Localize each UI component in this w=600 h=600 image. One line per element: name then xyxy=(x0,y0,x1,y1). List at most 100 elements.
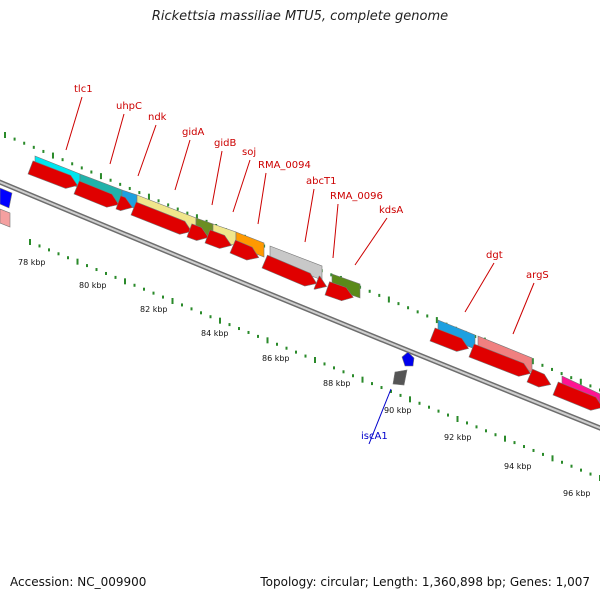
scale-label: 92 kbp xyxy=(444,433,472,442)
inner-tick xyxy=(570,464,573,468)
outer-tick xyxy=(157,199,160,203)
inner-tick xyxy=(551,455,554,462)
outer-tick xyxy=(416,310,419,314)
inner-tick xyxy=(580,468,582,472)
outer-tick xyxy=(560,372,563,376)
inner-tick xyxy=(285,346,288,350)
feature-left-blue xyxy=(0,187,13,209)
inner-tick xyxy=(371,382,373,386)
feature-iscA1-grey xyxy=(392,369,408,386)
inner-tick xyxy=(523,445,525,449)
inner-tick xyxy=(504,435,506,442)
leader-gidA xyxy=(174,139,191,191)
leader-soj xyxy=(232,159,251,213)
cds-5 xyxy=(186,223,209,241)
cds-9 xyxy=(313,275,328,290)
leader-dgt xyxy=(464,262,495,313)
gene-label-RMA_0096: RMA_0096 xyxy=(330,191,383,202)
cds-12 xyxy=(468,343,532,377)
outer-tick xyxy=(368,289,371,293)
inner-tick xyxy=(513,441,516,445)
inner-tick xyxy=(447,413,449,417)
scale-label: 82 kbp xyxy=(140,305,168,314)
scale-labels: 78 kbp 80 kbp 82 kbp 84 kbp 86 kbp 88 kbp 90 k… xyxy=(18,258,591,498)
inner-tick xyxy=(238,327,240,331)
gene-label-gidA: gidA xyxy=(182,127,204,138)
inner-tick xyxy=(114,275,117,279)
outer-tick xyxy=(32,145,35,149)
leader-argS xyxy=(512,282,535,335)
backbone xyxy=(0,179,600,431)
inner-tick xyxy=(29,239,31,245)
inner-tick xyxy=(342,370,345,374)
gene-label-uhpC: uhpC xyxy=(116,101,142,112)
inner-tick xyxy=(304,354,307,358)
outer-tick xyxy=(589,384,592,388)
outer-tick xyxy=(330,273,333,277)
outer-tick xyxy=(90,170,93,174)
cds-8 xyxy=(261,254,318,287)
outer-tick xyxy=(378,293,381,297)
inner-tick xyxy=(38,244,41,248)
inner-tick xyxy=(76,258,79,265)
page-title: Rickettsia massiliae MTU5, complete geno… xyxy=(151,9,449,24)
inner-tick xyxy=(257,334,259,338)
inner-tick xyxy=(171,298,174,304)
gene-label-kdsA: kdsA xyxy=(379,205,403,216)
inner-tick xyxy=(352,374,354,378)
outer-tick xyxy=(23,141,26,145)
inner-tick xyxy=(561,460,563,464)
cds-10 xyxy=(324,281,354,302)
inner-tick xyxy=(532,448,535,452)
inner-tick xyxy=(542,452,544,456)
outer-tick xyxy=(99,173,102,180)
gene-label-gidB: gidB xyxy=(214,138,236,149)
outer-tick xyxy=(531,358,534,365)
scale-label: 78 kbp xyxy=(18,258,46,267)
outer-tick xyxy=(51,152,54,159)
leader-kdsA xyxy=(354,217,388,266)
inner-tick xyxy=(314,357,316,363)
inner-tick xyxy=(485,429,487,433)
outer-tick xyxy=(551,367,554,371)
gene-label-dgt: dgt xyxy=(486,250,503,261)
leader-RMA_0094 xyxy=(257,172,267,225)
feature-iscA1-blue xyxy=(401,351,415,367)
outer-tick xyxy=(13,137,16,141)
inner-tick xyxy=(190,307,193,311)
gene-features xyxy=(0,155,600,411)
outer-tick xyxy=(61,158,64,162)
gene-label-iscA1: iscA1 xyxy=(361,431,388,442)
scale-label: 80 kbp xyxy=(79,281,107,290)
inner-tick xyxy=(57,252,60,256)
inner-tick xyxy=(494,433,497,437)
inner-tick xyxy=(133,283,136,287)
outer-tick xyxy=(205,219,208,223)
cds-4 xyxy=(130,201,193,235)
scale-label: 86 kbp xyxy=(262,354,290,363)
leader-gidB xyxy=(211,150,223,206)
inner-tick xyxy=(95,268,98,272)
scale-label: 90 kbp xyxy=(384,406,412,415)
inner-tick xyxy=(276,342,278,346)
gene-label-tlc1: tlc1 xyxy=(74,84,93,95)
outer-tick xyxy=(109,178,112,182)
outer-tick xyxy=(167,203,170,207)
scale-label: 96 kbp xyxy=(563,489,591,498)
cds-6 xyxy=(204,229,232,249)
outer-tick xyxy=(119,182,122,186)
gene-label-abcT1: abcT1 xyxy=(306,176,336,187)
outer-tick xyxy=(42,149,45,153)
inner-tick xyxy=(105,271,107,275)
inner-tick xyxy=(456,416,459,422)
outer-tick xyxy=(407,306,410,310)
cds-14 xyxy=(552,381,600,411)
outer-tick xyxy=(541,363,544,367)
leader-tlc1 xyxy=(65,96,83,151)
scale-label: 88 kbp xyxy=(323,379,351,388)
cds-11 xyxy=(429,327,470,352)
outer-tick xyxy=(80,166,83,170)
inner-tick xyxy=(266,337,269,344)
